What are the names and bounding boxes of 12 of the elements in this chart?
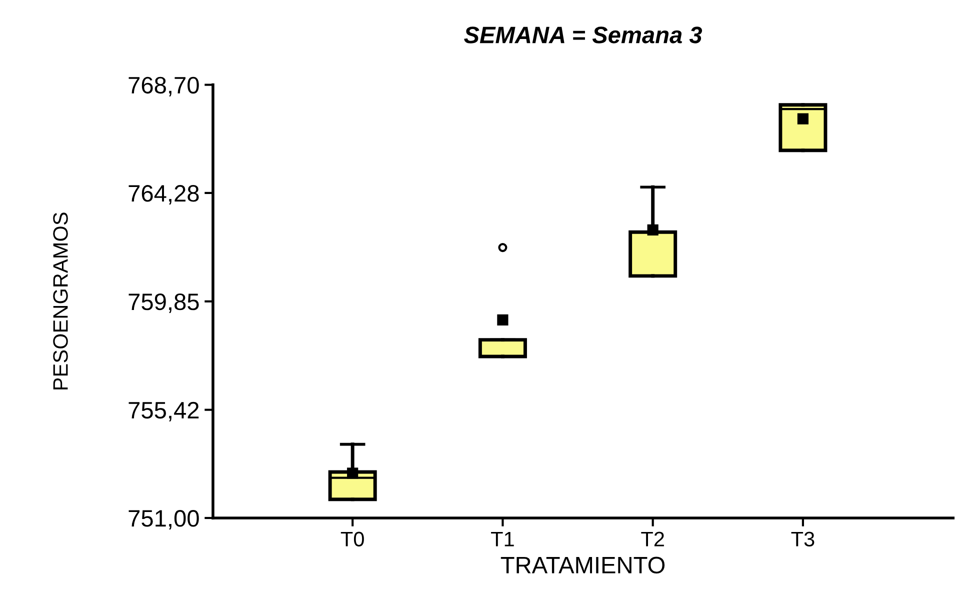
y-tick-label: 755,42 <box>128 402 199 422</box>
x-tick-label: T0 <box>340 532 364 546</box>
x-tick-label: T1 <box>491 532 514 546</box>
y-tick-label: 751,00 <box>128 510 199 530</box>
y-axis-title: PESOENGRAMOS <box>53 212 68 390</box>
x-tick-label: T2 <box>641 532 664 546</box>
x-axis-title: TRATAMIENTO <box>500 556 665 574</box>
y-tick-label: 759,85 <box>128 293 199 313</box>
x-tick-label: T3 <box>791 532 814 546</box>
chart-title: SEMANA = Semana 3 <box>464 26 702 44</box>
y-tick-label: 764,28 <box>128 185 199 205</box>
y-tick-label: 768,70 <box>128 76 199 96</box>
